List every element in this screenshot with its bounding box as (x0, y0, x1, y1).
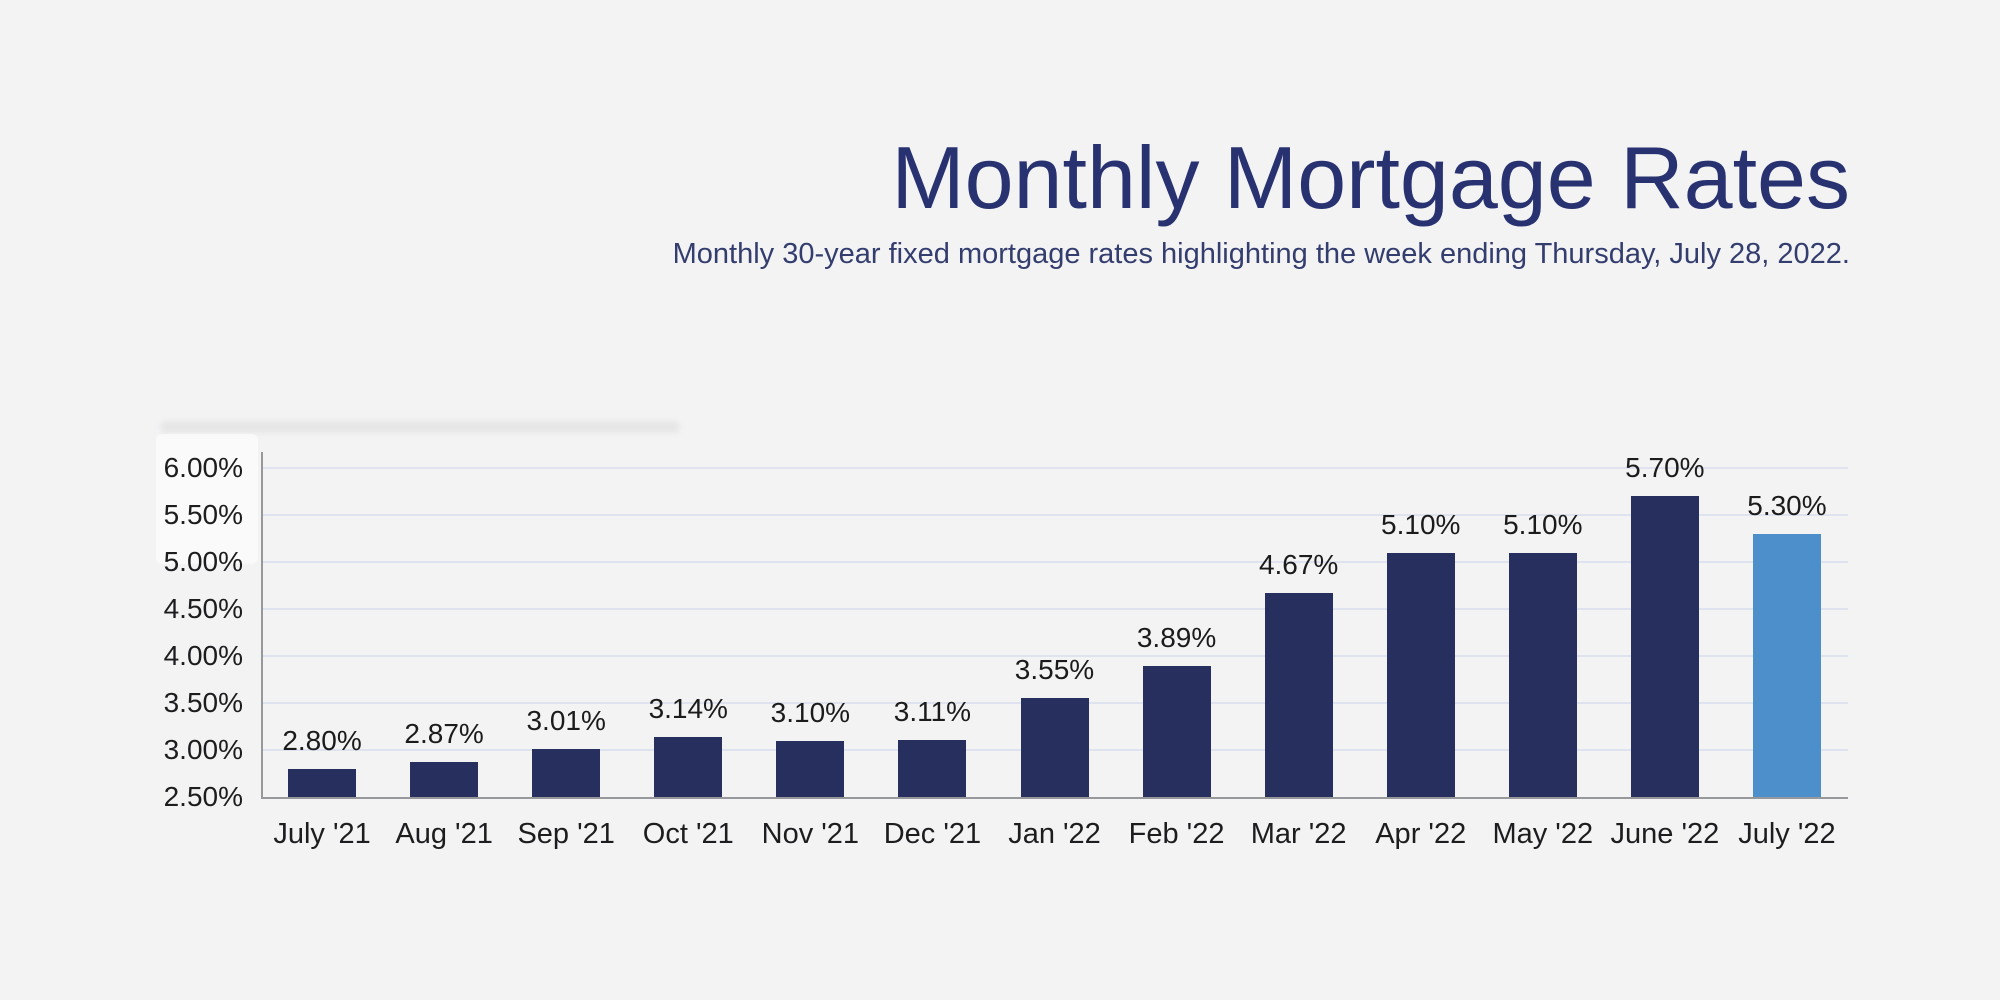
bar-value-label: 3.01% (526, 705, 606, 737)
bar-value-label: 2.80% (282, 724, 362, 756)
gridline (261, 514, 1848, 516)
bar (898, 739, 967, 797)
bar-value-label: 2.87% (404, 718, 484, 750)
bar-value-label: 4.67% (1258, 549, 1339, 581)
gridline (261, 467, 1848, 469)
y-axis-tick-label: 6.00% (163, 452, 243, 483)
bar (288, 768, 357, 797)
x-axis-category-label: Apr '22 (1375, 818, 1467, 850)
bar-value-label: 3.55% (1014, 654, 1095, 686)
bar (1020, 698, 1089, 797)
y-axis-tick-label: 5.50% (163, 499, 243, 530)
y-axis-tick-label: 3.00% (163, 734, 243, 765)
bar (654, 736, 723, 797)
bar (1386, 552, 1455, 797)
y-axis-tick-label: 2.50% (163, 781, 243, 812)
bar-value-label: 3.14% (648, 692, 728, 724)
background-artifact-panel (156, 434, 258, 564)
x-axis-category-label: July '22 (1738, 818, 1836, 850)
bar (1264, 593, 1333, 797)
x-axis-category-label: July '21 (273, 818, 371, 850)
bar-value-label: 5.70% (1625, 452, 1705, 484)
chart-header: Monthly Mortgage Rates Monthly 30-year f… (672, 128, 1850, 271)
chart-subtitle: Monthly 30-year fixed mortgage rates hig… (672, 238, 1850, 271)
bar-highlighted (1752, 533, 1821, 797)
bar-value-label: 3.11% (893, 695, 972, 727)
gridline (261, 655, 1848, 657)
x-axis-category-label: Dec '21 (883, 818, 982, 850)
x-axis-category-label: Oct '21 (642, 818, 734, 850)
x-axis-category-label: Mar '22 (1250, 818, 1347, 850)
x-axis-category-label: Feb '22 (1128, 818, 1225, 850)
bar (1142, 666, 1211, 797)
x-axis-category-label: Aug '21 (395, 818, 493, 850)
x-axis-category-label: Nov '21 (761, 818, 860, 850)
background-artifact-strip (160, 421, 680, 433)
y-axis-tick-label: 5.00% (163, 546, 243, 577)
chart-title: Monthly Mortgage Rates (891, 128, 1850, 227)
x-axis-category-label: Jan '22 (1008, 818, 1101, 850)
y-axis-line (261, 452, 263, 799)
y-axis-tick-label: 4.00% (163, 640, 243, 671)
gridline (261, 608, 1848, 610)
x-axis-category-label: May '22 (1492, 818, 1594, 850)
bar (1508, 552, 1577, 797)
bar (776, 740, 845, 797)
bar-value-label: 5.10% (1503, 508, 1583, 540)
bar-value-label: 3.10% (770, 696, 851, 728)
x-axis-category-label: Sep '21 (517, 818, 615, 850)
bar-value-label: 3.89% (1136, 622, 1217, 654)
bar (410, 762, 479, 797)
x-axis-line (261, 797, 1848, 799)
gridline (261, 561, 1848, 563)
bar (532, 749, 601, 797)
bar (1630, 496, 1699, 797)
bar-value-label: 5.10% (1381, 508, 1461, 540)
y-axis-tick-label: 3.50% (163, 687, 243, 718)
y-axis-tick-label: 4.50% (163, 593, 243, 624)
x-axis-category-label: June '22 (1610, 818, 1720, 850)
bar-value-label: 5.30% (1747, 489, 1827, 521)
